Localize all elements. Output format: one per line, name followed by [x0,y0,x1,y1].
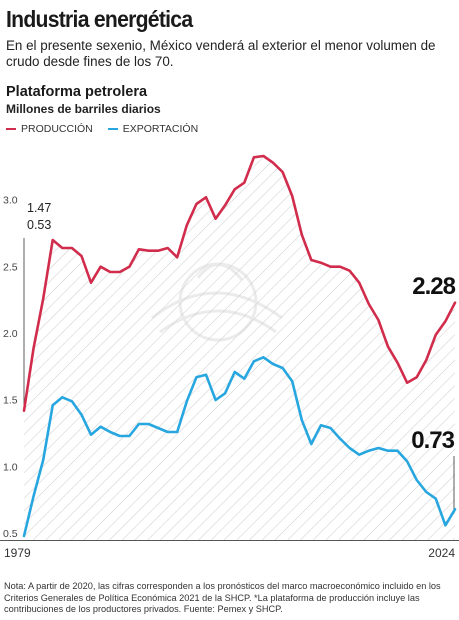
annotation-end-exportacion: 0.73 [411,427,454,454]
legend-item-exportacion: EXPORTACIÓN [107,123,199,135]
annotation-end-produccion: 2.28 [412,273,455,300]
legend-swatch-exportacion [107,128,118,130]
chart-footnote: Nota: A partir de 2020, las cifras corre… [4,581,441,614]
y-tick-label: 1.5 [3,395,18,407]
y-tick-label: 3.0 [3,195,18,207]
page-title: Industria energética [6,6,193,32]
series-line-exportacion [22,356,457,538]
x-tick-label: 1979 [4,546,31,560]
chart-legend: PRODUCCIÓN EXPORTACIÓN [6,121,210,135]
series-line-produccion [22,154,457,412]
annotation-start-exportacion: 0.53 [27,218,51,232]
line-chart: 0.5 1.0 1.5 2.0 2.5 3.0 1979 2024 1.47 0.53 2.28 0.… [0,154,459,560]
annotation-start-produccion: 1.47 [27,201,51,215]
units-label: Millones de barriles diarios [6,102,161,116]
y-tick-label: 2.0 [3,328,18,340]
legend-item-produccion: PRODUCCIÓN [6,123,93,135]
production-area-hatch [24,156,455,540]
chart-title: Plataforma petrolera [6,84,148,100]
legend-swatch-produccion [6,128,16,130]
y-tick-label: 0.5 [3,528,18,540]
x-tick-label: 2024 [428,546,455,560]
page-subtitle: En el presente sexenio, México venderá a… [6,38,436,69]
y-tick-label: 2.5 [3,261,18,273]
legend-label-produccion: PRODUCCIÓN [21,123,93,135]
y-tick-label: 1.0 [3,461,18,473]
legend-label-exportacion: EXPORTACIÓN [122,123,199,135]
